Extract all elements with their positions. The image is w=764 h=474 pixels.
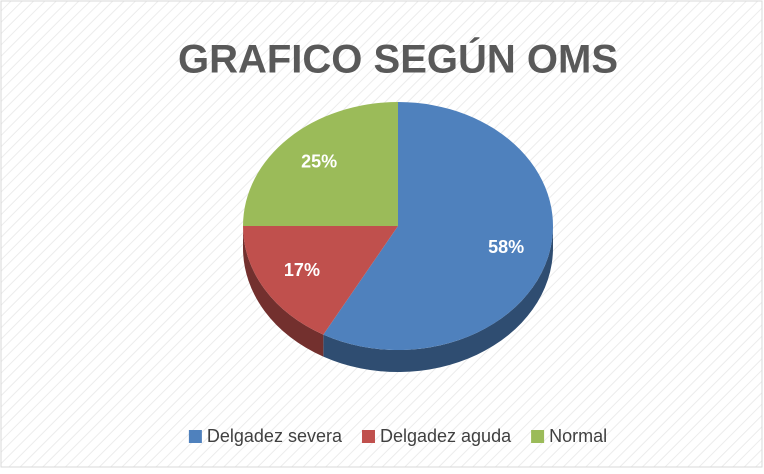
pie-slice (243, 102, 398, 226)
legend-label: Normal (549, 426, 607, 446)
pie-slice (243, 226, 398, 335)
chart-title: GRAFICO SEGÚN OMS (178, 36, 618, 82)
legend-label: Delgadez severa (207, 426, 343, 446)
pie-slice-side (323, 226, 553, 372)
data-label: 17% (284, 260, 320, 280)
data-label: 25% (301, 152, 337, 172)
pie-slice-side (243, 226, 324, 357)
legend-label: Delgadez aguda (380, 426, 512, 446)
legend-swatch (188, 430, 202, 443)
legend-swatch (531, 430, 545, 443)
pie-slice (323, 102, 553, 350)
legend-swatch (361, 430, 375, 443)
data-label: 58% (488, 237, 524, 257)
